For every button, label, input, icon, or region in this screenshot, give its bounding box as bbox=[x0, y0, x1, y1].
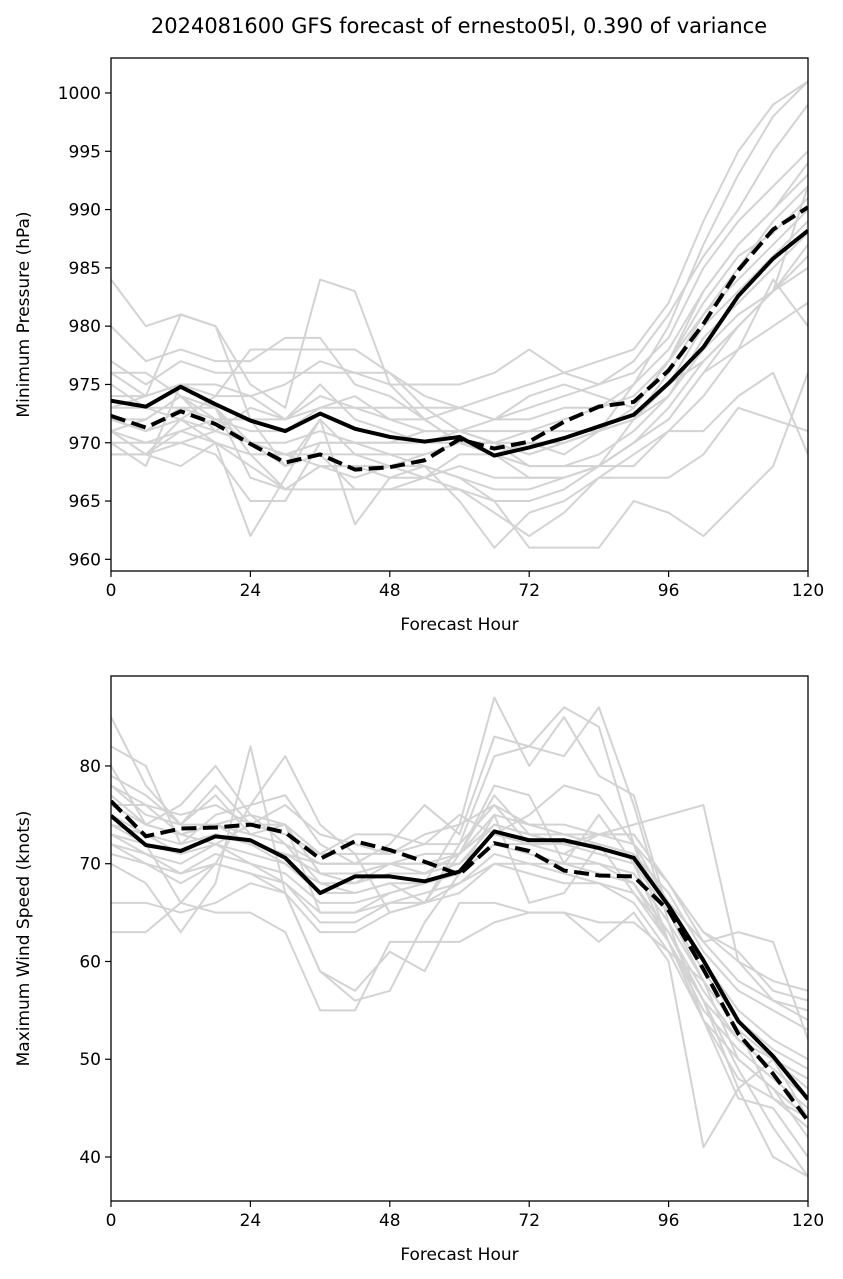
pressure-ensemble-member-line bbox=[111, 185, 808, 479]
pressure-x-tick-label: 96 bbox=[658, 581, 680, 601]
pressure-ensemble-member-line bbox=[111, 371, 808, 491]
pressure-x-tick-label: 48 bbox=[379, 581, 401, 601]
wind-ensemble-member-line bbox=[111, 901, 808, 1149]
pressure-ensemble-member-line bbox=[111, 185, 808, 456]
wind-axes-frame bbox=[110, 675, 809, 1202]
pressure-mean-solid-line bbox=[111, 228, 808, 458]
wind-x-tick-label: 120 bbox=[792, 1211, 824, 1231]
wind-x-tick-label: 0 bbox=[106, 1211, 117, 1231]
wind-plot-area bbox=[111, 696, 808, 1178]
pressure-y-axis-label: Minimum Pressure (hPa) bbox=[14, 211, 34, 417]
wind-mean-dashed-line bbox=[111, 799, 808, 1123]
wind-ensemble-member-line bbox=[111, 852, 808, 1119]
pressure-y-tick-label: 960 bbox=[69, 550, 101, 570]
wind-y-tick-label: 70 bbox=[79, 855, 101, 875]
pressure-ensemble-member-line bbox=[111, 372, 808, 549]
pressure-y-tick-label: 995 bbox=[69, 142, 101, 162]
pressure-x-axis-label: Forecast Hour bbox=[400, 615, 518, 635]
pressure-ensemble-member-line bbox=[111, 104, 808, 386]
wind-x-tick-label: 48 bbox=[379, 1211, 401, 1231]
pressure-y-tick-label: 970 bbox=[69, 434, 101, 454]
wind-x-axis-label: Forecast Hour bbox=[400, 1245, 518, 1265]
wind-ensemble-member-line bbox=[111, 882, 808, 1129]
pressure-x-tick-label: 0 bbox=[106, 581, 117, 601]
pressure-y-tick-label: 985 bbox=[69, 259, 101, 279]
wind-y-tick-label: 80 bbox=[79, 757, 101, 777]
wind-y-tick-label: 60 bbox=[79, 952, 101, 972]
wind-mean-solid-line bbox=[111, 814, 808, 1101]
pressure-ensemble-member-line bbox=[111, 406, 808, 538]
wind-x-tick-label: 72 bbox=[518, 1211, 540, 1231]
wind-chart: 0 24 48 72 96 120 40 50 60 70 80 Forecast Hour Maxim… bbox=[14, 675, 824, 1265]
figure-title: 2024081600 GFS forecast of ernesto05l, 0… bbox=[151, 14, 767, 38]
pressure-ensemble-member-line bbox=[111, 243, 808, 479]
pressure-chart: 0 24 48 72 96 120 960 965 970 975 980 985 990 995 1000… bbox=[14, 57, 824, 635]
pressure-plot-area bbox=[111, 80, 808, 549]
pressure-y-tick-label: 965 bbox=[69, 492, 101, 512]
pressure-x-tick-label: 120 bbox=[792, 581, 824, 601]
pressure-axes-frame bbox=[110, 57, 809, 572]
wind-y-axis-label: Maximum Wind Speed (knots) bbox=[14, 811, 34, 1067]
pressure-y-tick-label: 980 bbox=[69, 317, 101, 337]
pressure-mean-dashed-line bbox=[111, 205, 808, 472]
wind-x-tick-label: 96 bbox=[658, 1211, 680, 1231]
wind-ensemble-member-line bbox=[111, 755, 808, 1119]
wind-ensemble-member-line bbox=[111, 784, 808, 1041]
pressure-y-tick-label: 975 bbox=[69, 375, 101, 395]
pressure-x-tick-label: 24 bbox=[240, 581, 262, 601]
wind-y-tick-label: 40 bbox=[79, 1148, 101, 1168]
pressure-y-tick-label: 1000 bbox=[58, 84, 101, 104]
pressure-ensemble-member-line bbox=[111, 278, 808, 549]
wind-y-tick-label: 50 bbox=[79, 1050, 101, 1070]
pressure-y-tick-label: 990 bbox=[69, 201, 101, 221]
wind-x-tick-label: 24 bbox=[240, 1211, 262, 1231]
pressure-x-tick-label: 72 bbox=[518, 581, 540, 601]
